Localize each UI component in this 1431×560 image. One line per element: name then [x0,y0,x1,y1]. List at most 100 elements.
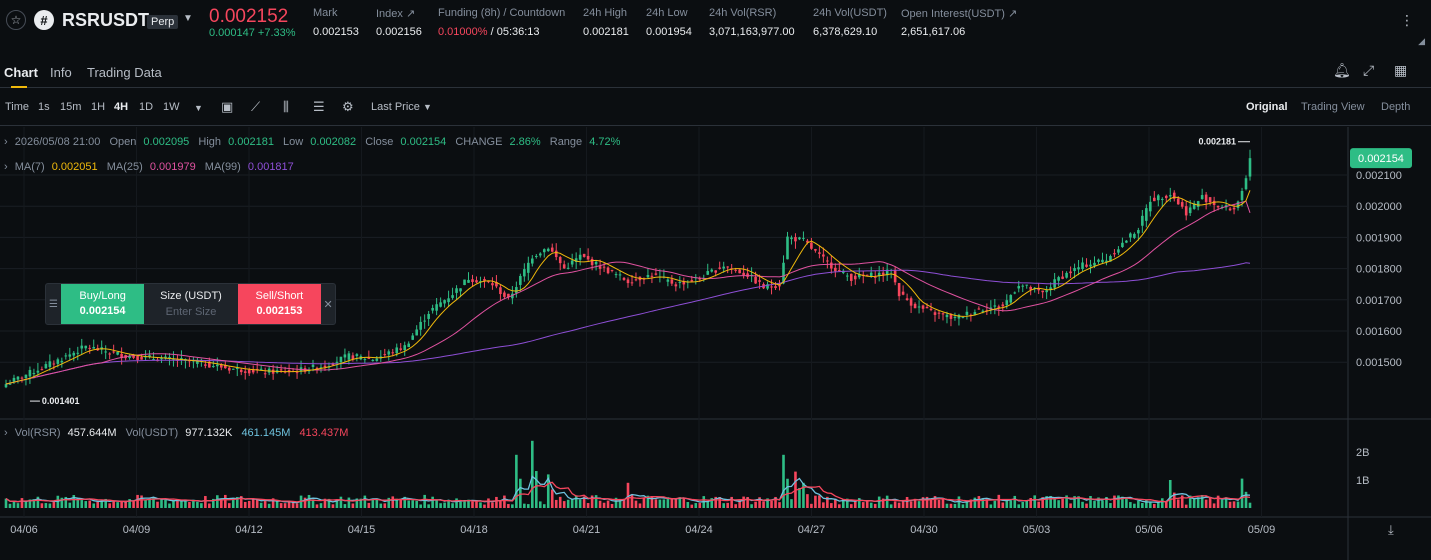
volume-bar [216,495,219,508]
view-depth[interactable]: Depth [1381,101,1411,113]
volume-bar [24,501,28,508]
sell-short-button[interactable]: Sell/Short 0.002153 [237,284,322,324]
ma99-line [5,262,1251,385]
more-menu-icon[interactable]: ⋮ [1400,12,1414,28]
interval-15m[interactable]: 15m [60,101,82,113]
candle-body [650,275,654,277]
calendar-icon[interactable]: ▣ [221,99,234,114]
stat-index[interactable]: Index ↗ 0.002156 [376,8,422,38]
candle-body [1037,288,1040,291]
volume-bar [335,499,339,508]
candle-body [718,267,722,269]
candle-body [582,253,586,257]
fit-axis-icon[interactable]: ⤓ [1388,522,1394,537]
volume-bar [523,503,526,508]
volume-bar [1133,503,1136,508]
price-chart[interactable]: 0.002100 0.002000 0.001900 0.001800 0.001700… [0,127,1431,560]
candle-body [323,365,327,368]
symbol-name[interactable]: RSRUSDT [62,10,150,30]
volume-bar [826,496,829,508]
candle-body [208,361,211,368]
candle-body [415,329,418,336]
interval-1h[interactable]: 1H [91,101,106,113]
volume-bar [766,498,769,508]
volume-bar [319,503,323,508]
time-tick-label: 04/21 [573,524,601,536]
gear-icon[interactable]: ⚙ [342,99,354,114]
candle-body [1057,277,1060,281]
candle-body [925,306,929,309]
settings-list-icon[interactable]: ☰ [313,99,325,114]
volume-bar [602,502,606,508]
candle-body [602,266,606,268]
candle-body [160,358,163,360]
candle-body [957,314,961,319]
candle-body [8,383,12,385]
interval-time[interactable]: Time [5,101,30,113]
tab-chart[interactable]: Chart [4,65,38,80]
legend-change-label: CHANGE [455,136,502,148]
candle-body [770,286,773,288]
volume-bar [945,503,949,508]
tab-info[interactable]: Info [50,65,72,80]
legend-caret: › [4,136,8,148]
chevron-down-icon[interactable]: ▼ [183,13,193,24]
volume-bar [1025,500,1029,508]
star-icon[interactable]: ☆ [6,10,26,30]
volume-bar [861,502,865,508]
candle-body [44,364,48,369]
volume-bar [1204,499,1208,508]
view-trading-view[interactable]: Trading View [1301,101,1365,113]
buy-long-button[interactable]: Buy/Long 0.002154 [60,284,145,324]
candle-body [383,354,387,356]
interval-1s[interactable]: 1s [38,101,50,113]
interval-4h[interactable]: 4H [114,101,129,113]
indicator-icon[interactable]: ⟋ [251,99,261,114]
bell-icon[interactable]: 🔔︎ [1333,62,1351,78]
price-type-select[interactable]: Last Price ▼ [371,101,432,113]
candle-type-icon[interactable]: ⫼ [283,99,289,114]
candle-body [52,363,56,365]
tab-trading-data[interactable]: Trading Data [87,65,162,80]
expand-icon[interactable]: ⤢ [1363,62,1375,78]
candle-body [1025,284,1029,286]
volume-bar [507,504,510,508]
volume-bar [1041,497,1044,508]
volume-bar [40,503,44,508]
candle-body [873,276,877,278]
candle-body [1176,198,1180,205]
price-tick-label: 0.001900 [1356,232,1402,244]
candle-body [782,262,785,284]
volume-bar [391,496,395,508]
candle-body [981,310,985,312]
volume-bar [435,499,438,508]
candle-body [136,356,139,361]
stat-open-interest[interactable]: Open Interest(USDT) ↗ 2,651,617.06 [901,8,1018,38]
size-input[interactable]: Size (USDT) Enter Size [144,284,237,324]
candle-body [810,242,813,249]
view-original[interactable]: Original [1246,101,1288,113]
volume-bar [993,500,997,508]
volume-bar [1224,497,1228,508]
candle-body [634,279,638,281]
layout-grid-icon[interactable]: ▦ [1394,62,1408,78]
interval-1w[interactable]: 1W [163,101,180,113]
volume-bar [806,494,809,508]
volume-bar [566,499,570,508]
close-icon[interactable]: ✕ [323,298,333,311]
interval-1d[interactable]: 1D [139,101,154,113]
drag-handle-icon[interactable]: ☰ [48,298,58,310]
volume-bar [782,454,785,508]
interval-dropdown-icon[interactable]: ▼ [194,103,203,113]
candle-body [786,236,789,260]
candle-body [710,269,714,272]
volume-bar [869,502,873,508]
candle-body [1009,295,1013,303]
vol-rsr-label: Vol(RSR) [15,427,61,439]
volume-bar [710,498,714,508]
coin-logo-icon: # [34,10,54,30]
volume-bar [140,495,143,508]
volume-bar [383,503,387,508]
candle-body [834,267,837,272]
volume-bar [467,499,470,508]
